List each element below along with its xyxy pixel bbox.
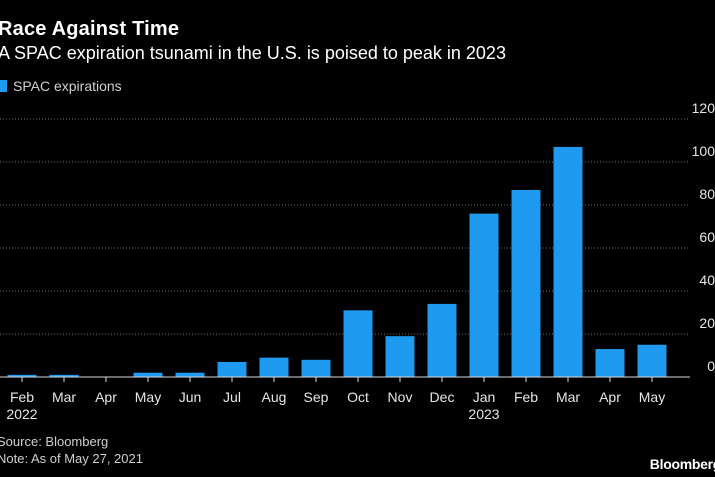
x-tick-label: Nov [388, 389, 413, 405]
bar [175, 372, 205, 377]
chart-title: Race Against Time [0, 18, 180, 40]
x-tick-label: Jul [223, 389, 241, 405]
x-tick-label: Oct [347, 389, 369, 405]
legend-swatch [0, 80, 7, 92]
bar [7, 374, 37, 377]
bar [511, 189, 541, 377]
chart-subtitle: A SPAC expiration tsunami in the U.S. is… [0, 43, 506, 63]
x-tick-label: Apr [95, 389, 117, 405]
y-tick-label: 80 [699, 186, 715, 202]
x-tick-label: Jan [473, 389, 496, 405]
bar [217, 361, 247, 377]
x-tick-label: Apr [599, 389, 621, 405]
x-tick-label: Feb [514, 389, 538, 405]
bar [49, 374, 79, 377]
x-tick-label: Feb [10, 389, 34, 405]
bar [469, 213, 499, 377]
x-tick-label: Jun [179, 389, 202, 405]
note-text: Note: As of May 27, 2021 [0, 451, 143, 466]
bar [553, 146, 583, 377]
bar [637, 344, 667, 377]
bar [259, 357, 289, 377]
bar [595, 349, 625, 377]
x-tick-label: May [639, 389, 665, 405]
y-tick-label: 100 [692, 143, 715, 159]
legend: SPAC expirations [0, 78, 122, 94]
bar [427, 303, 457, 377]
y-tick-label: 20 [699, 315, 715, 331]
bar [343, 310, 373, 377]
x-tick-label: Mar [52, 389, 76, 405]
x-year-label: 2023 [468, 406, 499, 422]
x-tick-label: Sep [304, 389, 329, 405]
y-tick-label: 0 [707, 358, 715, 374]
bar [385, 336, 415, 377]
bar [133, 372, 163, 377]
x-tick-label: Mar [556, 389, 580, 405]
y-tick-label: 40 [699, 272, 715, 288]
bar [301, 359, 331, 377]
bloomberg-logo: Bloomberg [649, 456, 715, 472]
x-tick-label: May [135, 389, 161, 405]
legend-label: SPAC expirations [13, 78, 122, 94]
source-text: Source: Bloomberg [0, 434, 109, 449]
y-tick-label: 60 [699, 229, 715, 245]
y-tick-label: 120 [692, 100, 715, 116]
x-tick-label: Aug [262, 389, 287, 405]
x-year-label: 2022 [6, 406, 37, 422]
x-tick-label: Dec [430, 389, 455, 405]
